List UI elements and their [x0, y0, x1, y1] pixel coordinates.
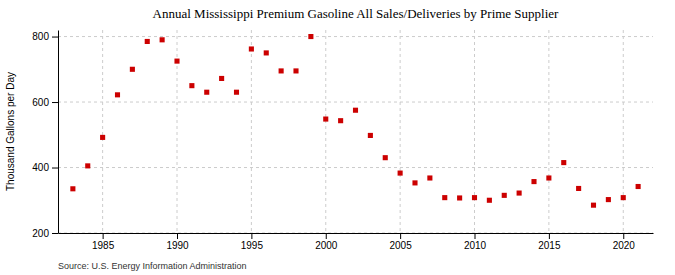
point — [160, 37, 165, 42]
point — [308, 34, 313, 39]
point — [70, 186, 75, 191]
axis-line — [58, 31, 59, 234]
x-tick: 2020 — [613, 233, 636, 251]
tick-mark — [623, 233, 624, 239]
x-tick: 1985 — [92, 233, 115, 251]
point — [100, 135, 105, 140]
tick-label: 1995 — [241, 240, 264, 251]
tick-label: 2000 — [315, 240, 338, 251]
tick-label: 800 — [32, 31, 49, 42]
x-tick: 2010 — [464, 233, 487, 251]
grid-line — [58, 36, 653, 37]
point — [368, 133, 373, 138]
point — [457, 195, 462, 200]
tick-mark — [52, 37, 58, 38]
grid-line — [251, 30, 252, 233]
tick-mark — [177, 233, 178, 239]
point — [517, 191, 522, 196]
point — [412, 180, 417, 185]
tick-label: 2015 — [538, 240, 561, 251]
grid-line — [474, 30, 475, 233]
grid-line — [548, 30, 549, 233]
axis-line — [59, 233, 654, 234]
chart: 1985 1990 1995 2000 2005 2010 2015 2020 200 400 60… — [0, 0, 675, 275]
x-tick: 1990 — [166, 233, 189, 251]
point — [398, 171, 403, 176]
points — [70, 34, 640, 208]
tick-mark — [52, 233, 58, 234]
point — [353, 108, 358, 113]
tick-label: 1985 — [92, 240, 115, 251]
grid — [58, 30, 653, 233]
x-tick: 2005 — [390, 233, 413, 251]
y-tick: 200 — [32, 228, 58, 239]
title: Annual Mississippi Premium Gasoline All … — [153, 6, 560, 21]
y-tick: 800 — [32, 31, 58, 42]
tick-label: 200 — [32, 228, 49, 239]
plot: 1985 1990 1995 2000 2005 2010 2015 2020 200 400 60… — [32, 30, 653, 251]
point — [427, 175, 432, 180]
point — [636, 184, 641, 189]
tick-mark — [400, 233, 401, 239]
y-axis-title: Thousand Gallons per Day — [5, 72, 16, 191]
source: Source: U.S. Energy Information Administ… — [58, 261, 247, 271]
point — [591, 203, 596, 208]
point — [606, 197, 611, 202]
point — [145, 39, 150, 44]
tick-mark — [326, 233, 327, 239]
tick-mark — [549, 233, 550, 239]
point — [264, 50, 269, 55]
point — [472, 195, 477, 200]
point — [561, 160, 566, 165]
grid-line — [58, 102, 653, 103]
point — [383, 155, 388, 160]
x-tick: 2000 — [315, 233, 338, 251]
tick-mark — [251, 233, 252, 239]
point — [115, 92, 120, 97]
y-axis: 200 400 600 800 — [32, 31, 58, 239]
grid-line — [325, 30, 326, 233]
point — [531, 179, 536, 184]
tick-label: 2020 — [613, 240, 636, 251]
tick-label: 2005 — [390, 240, 413, 251]
point — [338, 118, 343, 123]
point — [621, 195, 626, 200]
tick-mark — [52, 102, 58, 103]
y-tick: 600 — [32, 97, 58, 108]
grid-line — [102, 30, 103, 233]
x-tick: 2015 — [538, 233, 561, 251]
point — [502, 193, 507, 198]
tick-mark — [52, 168, 58, 169]
grid-line — [58, 167, 653, 168]
point — [174, 59, 179, 64]
point — [546, 175, 551, 180]
point — [189, 83, 194, 88]
tick-mark — [103, 233, 104, 239]
point — [442, 195, 447, 200]
point — [219, 76, 224, 81]
point — [576, 186, 581, 191]
tick-label: 400 — [32, 162, 49, 173]
tick-label: 600 — [32, 97, 49, 108]
point — [279, 68, 284, 73]
point — [293, 68, 298, 73]
point — [204, 90, 209, 95]
x-tick: 1995 — [241, 233, 264, 251]
grid-line — [58, 233, 653, 234]
grid-line — [623, 30, 624, 233]
tick-mark — [475, 233, 476, 239]
point — [323, 117, 328, 122]
grid-line — [400, 30, 401, 233]
point — [85, 163, 90, 168]
tick-label: 1990 — [166, 240, 189, 251]
point — [487, 198, 492, 203]
point — [130, 67, 135, 72]
x-axis: 1985 1990 1995 2000 2005 2010 2015 2020 — [59, 233, 654, 251]
point — [234, 90, 239, 95]
point — [249, 46, 254, 51]
y-tick: 400 — [32, 162, 58, 173]
tick-label: 2010 — [464, 240, 487, 251]
